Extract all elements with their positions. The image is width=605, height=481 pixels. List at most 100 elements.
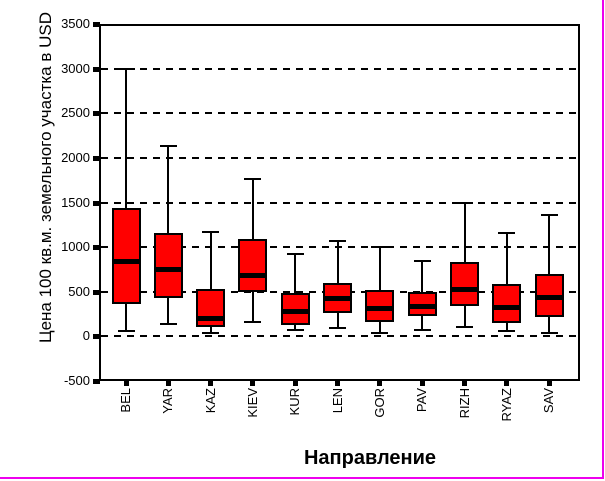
whisker-lower — [209, 327, 212, 333]
y-tick-label: 2500 — [61, 105, 90, 121]
y-tick-label: 1000 — [61, 239, 90, 255]
y-tick-mark — [93, 155, 100, 161]
y-tick-label: 500 — [68, 283, 90, 299]
x-tick-label: KUR — [287, 388, 303, 416]
x-tick-mark — [546, 380, 552, 386]
median-line — [534, 295, 564, 301]
box — [450, 262, 480, 307]
x-tick-label: YAR — [160, 388, 176, 414]
whisker-upper — [421, 260, 424, 292]
whisker-lower — [294, 324, 297, 331]
whisker-cap-upper — [413, 259, 431, 262]
median-line — [238, 273, 268, 279]
whisker-lower — [336, 313, 339, 329]
x-tick-mark — [123, 380, 129, 386]
whisker-upper — [548, 214, 551, 274]
median-line — [153, 266, 183, 272]
whisker-cap-lower — [244, 321, 262, 324]
x-tick-label: SAV — [541, 388, 557, 414]
box — [153, 232, 183, 298]
y-tick-label: 0 — [82, 328, 90, 344]
whisker-upper — [251, 179, 254, 240]
y-tick-mark — [93, 289, 100, 295]
x-tick-label: KAZ — [202, 388, 218, 414]
x-axis-title: Направление — [303, 447, 437, 469]
median-line — [365, 306, 395, 312]
whisker-cap-lower — [540, 332, 558, 335]
window-border-bottom — [0, 477, 604, 479]
x-tick-mark — [419, 380, 425, 386]
whisker-cap-lower — [329, 327, 347, 330]
whisker-upper — [463, 202, 466, 263]
y-tick-mark — [93, 66, 100, 72]
gridline — [101, 335, 578, 338]
whisker-lower — [378, 322, 381, 333]
whisker-cap-upper — [286, 253, 304, 256]
whisker-lower — [167, 297, 170, 324]
median-line — [407, 304, 437, 310]
whisker-cap-lower — [202, 331, 220, 334]
gridline — [101, 156, 578, 159]
y-tick-label: 2000 — [61, 149, 90, 165]
y-tick-label: 3500 — [61, 16, 90, 31]
box — [365, 289, 395, 323]
x-tick-mark — [462, 380, 468, 386]
whisker-upper — [336, 240, 339, 283]
whisker-lower — [548, 316, 551, 334]
box — [196, 289, 226, 328]
y-tick-mark — [93, 379, 100, 384]
median-line — [280, 308, 310, 314]
x-tick-mark — [208, 380, 214, 386]
gridline — [101, 67, 578, 70]
whisker-upper — [294, 254, 297, 293]
y-tick-mark — [93, 111, 100, 117]
box — [492, 283, 522, 323]
x-tick-label: KIEV — [244, 388, 260, 418]
box — [280, 292, 310, 325]
whisker-lower — [463, 306, 466, 328]
whisker-upper — [378, 247, 381, 290]
x-tick-label: BEL — [118, 388, 133, 413]
x-tick-mark — [504, 380, 510, 386]
whisker-lower — [421, 315, 424, 331]
median-line — [450, 286, 480, 292]
box — [238, 239, 268, 292]
whisker-cap-upper — [498, 231, 516, 234]
y-tick-mark — [93, 334, 100, 340]
box — [111, 207, 141, 305]
median-line — [323, 296, 353, 302]
whisker-cap-upper — [159, 145, 177, 148]
x-tick-mark — [377, 380, 383, 386]
whisker-cap-upper — [456, 201, 474, 204]
box — [407, 291, 437, 316]
whisker-upper — [209, 231, 212, 290]
x-tick-label: RYAZ — [498, 388, 514, 422]
x-tick-label: GOR — [371, 388, 387, 418]
whisker-cap-upper — [202, 230, 220, 233]
whisker-cap-lower — [117, 330, 135, 333]
whisker-cap-upper — [117, 67, 135, 70]
whisker-upper — [167, 146, 170, 233]
whisker-cap-lower — [371, 331, 389, 334]
y-tick-mark — [93, 200, 100, 206]
whisker-cap-lower — [159, 322, 177, 325]
x-tick-mark — [165, 380, 171, 386]
y-tick-mark — [93, 245, 100, 251]
whisker-upper — [125, 68, 127, 208]
gridline — [101, 201, 578, 204]
x-tick-label: RIZH — [456, 388, 472, 419]
whisker-cap-lower — [498, 330, 516, 333]
median-line — [111, 258, 141, 264]
y-tick-label: 1500 — [61, 194, 90, 210]
median-line — [196, 315, 226, 321]
median-line — [492, 305, 522, 311]
whisker-cap-upper — [329, 239, 347, 242]
whisker-cap-lower — [286, 329, 304, 332]
gridline — [101, 246, 578, 249]
x-tick-label: PAV — [414, 388, 430, 413]
x-tick-mark — [292, 380, 298, 386]
whisker-lower — [251, 291, 254, 323]
x-tick-mark — [250, 380, 256, 386]
y-tick-mark — [93, 22, 100, 27]
